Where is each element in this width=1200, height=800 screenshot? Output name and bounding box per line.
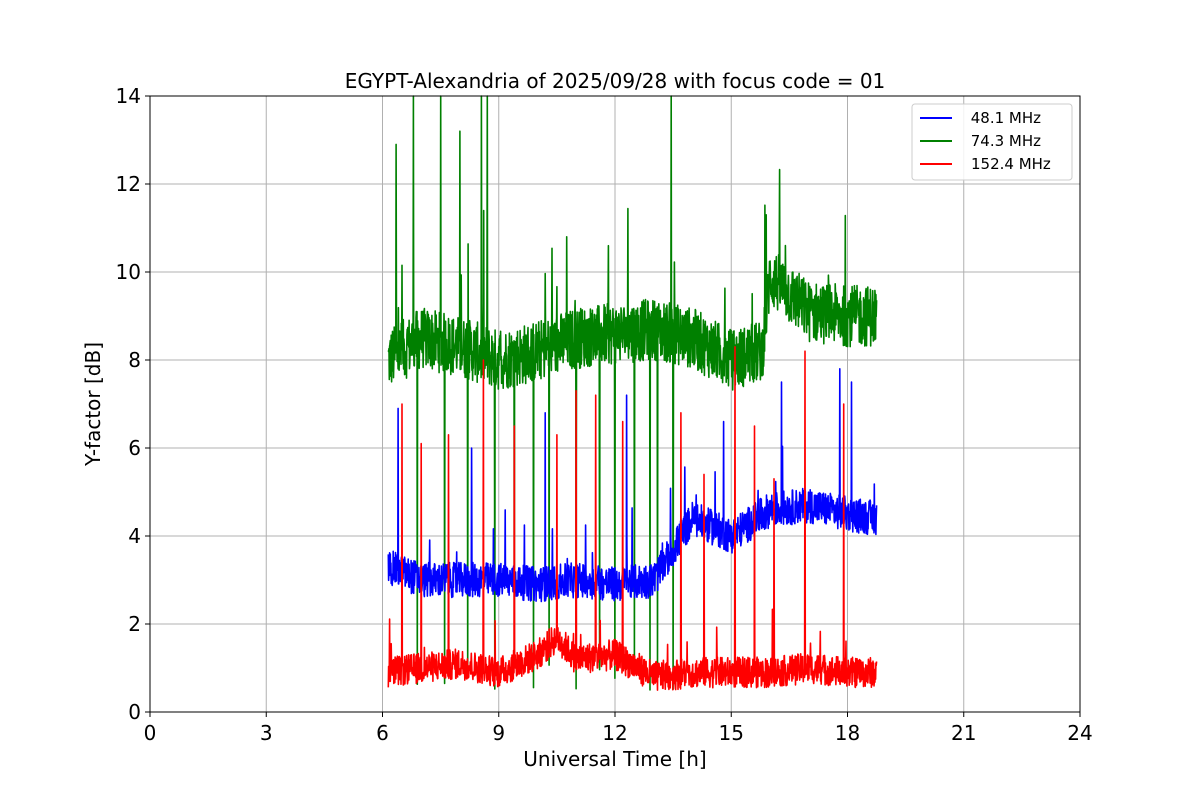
- legend-label-152: 152.4 MHz: [971, 155, 1051, 173]
- series-152-4-mhz: [387, 346, 878, 691]
- x-tick-label: 3: [260, 721, 273, 745]
- series-48-1-mhz: [387, 368, 878, 603]
- chart-title: EGYPT-Alexandria of 2025/09/28 with focu…: [345, 69, 886, 93]
- legend-label-48: 48.1 MHz: [966, 109, 1041, 127]
- x-tick-label: 24: [1067, 721, 1092, 745]
- y-tick-label: 10: [116, 260, 141, 284]
- series-layer: [387, 95, 878, 691]
- y-tick-label: 4: [128, 524, 141, 548]
- x-tick-label: 9: [492, 721, 505, 745]
- x-tick-label: 12: [602, 721, 627, 745]
- legend-label-74: 74.3 MHz: [966, 132, 1041, 150]
- x-tick-label: 0: [144, 721, 157, 745]
- legend: 48.1 MHz 74.3 MHz 152.4 MHz: [911, 103, 1073, 181]
- y-tick-label: 6: [128, 436, 141, 460]
- x-tick-label: 18: [835, 721, 860, 745]
- x-tick-label: 6: [376, 721, 389, 745]
- series-74-3-mhz: [387, 95, 878, 691]
- y-tick-label: 2: [128, 612, 141, 636]
- y-tick-label: 8: [128, 348, 141, 372]
- x-axis-label: Universal Time [h]: [523, 747, 706, 771]
- y-tick-label: 12: [116, 172, 141, 196]
- y-axis-label: Y-factor [dB]: [81, 342, 105, 467]
- legend-box: [911, 103, 1073, 181]
- x-tick-label: 15: [719, 721, 744, 745]
- y-tick-label: 14: [116, 84, 141, 108]
- y-tick-label: 0: [128, 700, 141, 724]
- x-tick-label: 21: [951, 721, 976, 745]
